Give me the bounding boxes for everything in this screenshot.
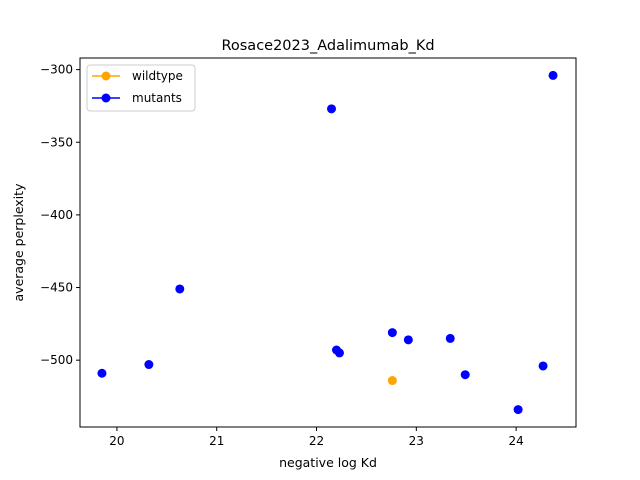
x-tick-label: 23 <box>409 434 424 448</box>
mutants-point <box>326 104 336 114</box>
x-axis-label: negative log Kd <box>279 455 377 470</box>
legend: wildtype mutants <box>86 64 196 112</box>
mutants-point <box>538 361 548 371</box>
y-axis-label: average perplexity <box>11 183 26 302</box>
mutants-point <box>513 405 523 415</box>
legend-marker-wildtype <box>101 71 111 81</box>
legend-entries: wildtype mutants <box>92 69 183 105</box>
x-tick-label: 20 <box>109 434 124 448</box>
legend-label-mutants: mutants <box>132 91 182 105</box>
mutants-point <box>445 333 455 343</box>
mutants-point <box>403 335 413 345</box>
mutants-point <box>548 70 558 80</box>
x-tick-label: 21 <box>209 434 224 448</box>
y-tick-label: −450 <box>40 281 73 295</box>
plot-frame <box>79 57 577 428</box>
y-tick-label: −400 <box>40 208 73 222</box>
mutants-point <box>144 360 154 370</box>
y-tick-label: −350 <box>40 135 73 149</box>
mutants-point <box>175 284 185 294</box>
chart-title: Rosace2023_Adalimumab_Kd <box>221 38 434 54</box>
wildtype-point <box>387 376 397 386</box>
x-tick-label: 22 <box>309 434 324 448</box>
mutants-point <box>460 370 470 380</box>
legend-marker-mutants <box>101 93 111 103</box>
y-tick-label: −300 <box>40 63 73 77</box>
mutants-point <box>97 368 107 378</box>
tick-group: 20 21 22 23 24 −300 −350 −400 −450 −500 <box>40 63 524 448</box>
mutants-point <box>334 348 344 358</box>
y-tick-label: −500 <box>40 353 73 367</box>
legend-label-wildtype: wildtype <box>132 69 183 83</box>
data-points <box>97 70 558 415</box>
x-tick-label: 24 <box>508 434 523 448</box>
mutants-point <box>387 328 397 338</box>
